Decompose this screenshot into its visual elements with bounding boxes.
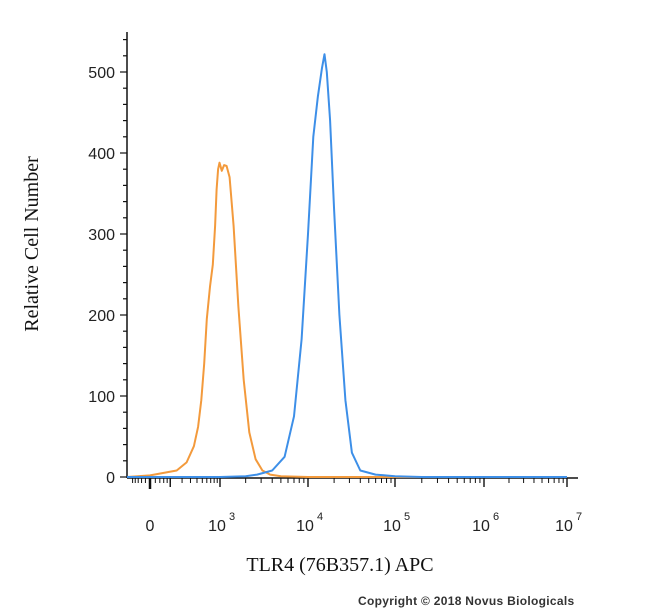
x-axis-title: TLR4 (76B357.1) APC [246, 554, 433, 576]
x-tick-exponent: 3 [229, 511, 235, 523]
x-tick-label: 0 [146, 518, 155, 535]
y-tick-label: 0 [106, 470, 115, 487]
copyright-notice: Copyright © 2018 Novus Biologicals [358, 594, 575, 608]
y-axis: 0 100 200 300 400 500 [88, 32, 128, 487]
y-tick-label: 200 [88, 308, 115, 325]
y-tick-label: 400 [88, 146, 115, 163]
x-tick-label: 10 [296, 518, 314, 535]
x-tick-label: 10 [472, 518, 490, 535]
y-axis-title: Relative Cell Number [21, 156, 43, 332]
y-tick-label: 100 [88, 389, 115, 406]
x-tick-label: 10 [383, 518, 401, 535]
y-tick-label: 500 [88, 65, 115, 82]
x-tick-exponent: 4 [317, 511, 323, 523]
x-tick-exponent: 5 [404, 511, 410, 523]
x-tick-label: 10 [208, 518, 226, 535]
y-tick-label: 300 [88, 227, 115, 244]
x-tick-exponent: 6 [493, 511, 499, 523]
x-tick-exponent: 7 [576, 511, 582, 523]
histogram-series-1 [126, 161, 567, 478]
x-tick-label: 10 [555, 518, 573, 535]
histogram-series-2 [127, 53, 567, 478]
series-layer [126, 53, 567, 478]
